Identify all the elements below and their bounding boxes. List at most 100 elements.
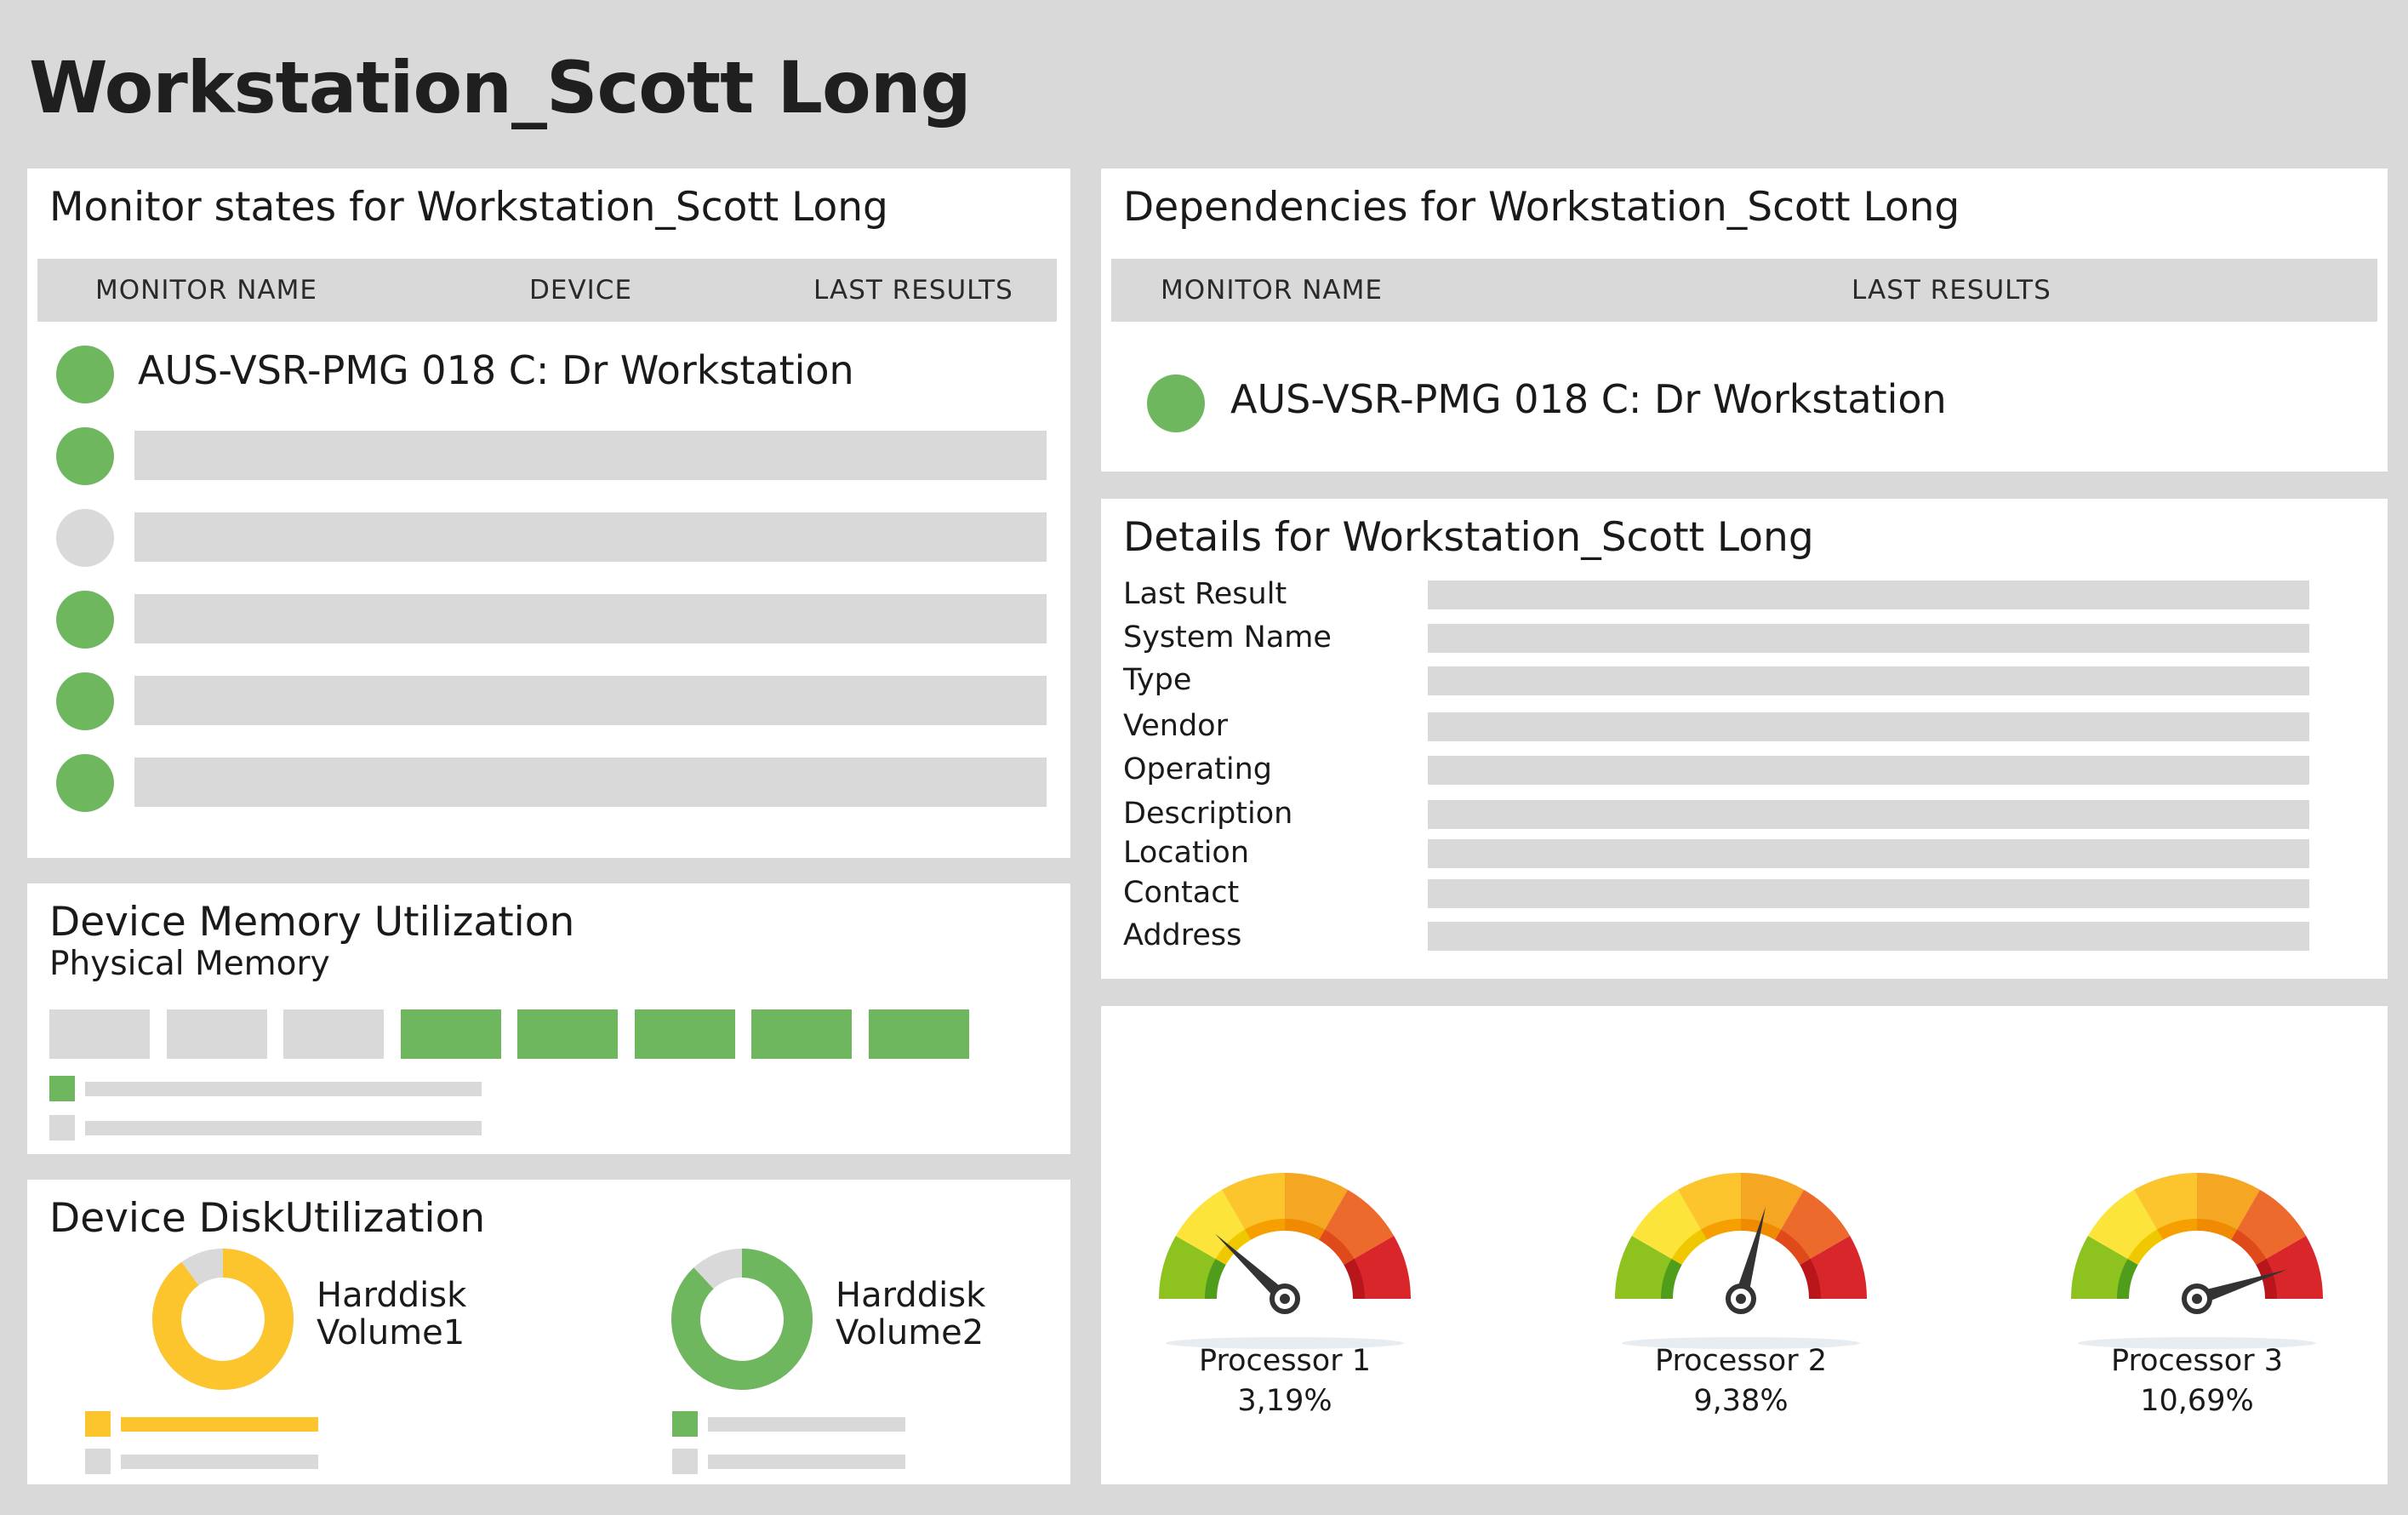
monitor-status-icon [56, 754, 114, 812]
dependencies-table-header: MONITOR NAME LAST RESULTS [1111, 259, 2377, 322]
gauge-inner-segment [1319, 1229, 1355, 1265]
dependencies-title: Dependencies for Workstation_Scott Long [1123, 184, 1960, 231]
gauge-segment [1741, 1173, 1804, 1232]
processor-gauge [1159, 1173, 1411, 1349]
detail-value [1428, 839, 2309, 868]
monitor-row-placeholder[interactable] [134, 594, 1047, 643]
gauge-inner-segment [2256, 1259, 2277, 1299]
processor-name: Processor 1 [1199, 1344, 1371, 1378]
disk-volume1-donut [152, 1249, 294, 1390]
gauge-segment [2236, 1189, 2307, 1260]
disk2-legend-used-swatch [672, 1411, 698, 1437]
detail-label: Last Result [1123, 577, 1287, 611]
legend-free-line [85, 1121, 482, 1135]
disk2-legend-free-line [708, 1455, 905, 1469]
monitor-row-placeholder[interactable] [134, 431, 1047, 480]
gauge-segment [1808, 1236, 1867, 1299]
monitor-status-icon [56, 427, 114, 485]
monitor-row-name[interactable]: AUS-VSR-PMG 018 C: Dr Workstation [138, 347, 854, 393]
detail-label: Address [1123, 918, 1242, 952]
processor-label: Processor 2 9,38% [1605, 1341, 1877, 1421]
monitor-states-panel: Monitor states for Workstation_Scott Lon… [27, 169, 1070, 858]
detail-label: Location [1123, 836, 1250, 870]
gauge-inner-segment [1245, 1219, 1285, 1240]
disk-volume1-label: Harddisk Volume1 [317, 1277, 466, 1352]
monitor-row-placeholder[interactable] [134, 512, 1047, 562]
gauge-inner-segment [1285, 1219, 1325, 1240]
dep-column-last-results[interactable]: LAST RESULTS [1852, 275, 2051, 306]
gauge-inner-segment [1701, 1219, 1741, 1240]
monitor-row-placeholder[interactable] [134, 758, 1047, 807]
legend-used-line [85, 1082, 482, 1096]
details-panel: Details for Workstation_Scott Long Last … [1101, 499, 2388, 979]
processor-value: 10,69% [2140, 1384, 2254, 1418]
gauge-inner-segment [2197, 1219, 2237, 1240]
processor-gauge [1615, 1173, 1867, 1349]
gauge-segment [1222, 1173, 1285, 1232]
processor-label: Processor 1 3,19% [1149, 1341, 1421, 1421]
disk1-legend-used-swatch [85, 1411, 111, 1437]
gauge-segment [1159, 1236, 1218, 1299]
monitor-status-icon [56, 591, 114, 649]
disk1-legend-used-line [121, 1417, 318, 1432]
detail-label: Type [1123, 663, 1192, 697]
processor-value: 3,19% [1237, 1384, 1332, 1418]
gauge-shadow [1622, 1337, 1860, 1349]
memory-panel: Device Memory Utilization Physical Memor… [27, 883, 1070, 1154]
dependency-row-name[interactable]: AUS-VSR-PMG 018 C: Dr Workstation [1230, 376, 1947, 422]
gauge-segment [2087, 1189, 2158, 1260]
disk2-legend-free-swatch [672, 1449, 698, 1474]
gauge-segment [1780, 1189, 1851, 1260]
disk2-legend-used-line [708, 1417, 905, 1432]
detail-value [1428, 712, 2309, 741]
gauge-segment [1352, 1236, 1411, 1299]
gauge-segment [2071, 1236, 2130, 1299]
gauge-inner-segment [1671, 1229, 1707, 1265]
memory-block-free [283, 1009, 384, 1059]
gauge-segment [1631, 1189, 1702, 1260]
detail-value [1428, 922, 2309, 951]
disk-title: Device DiskUtilization [49, 1195, 486, 1242]
gauge-segment [1615, 1236, 1674, 1299]
dep-column-monitor-name[interactable]: MONITOR NAME [1161, 275, 1383, 306]
detail-label: Vendor [1123, 709, 1228, 743]
gauge-inner-segment [1344, 1259, 1365, 1299]
gauge-segment [1678, 1173, 1741, 1232]
gauge-needle [1734, 1206, 1766, 1301]
detail-label: Operating [1123, 752, 1272, 786]
detail-value [1428, 879, 2309, 908]
dependencies-panel: Dependencies for Workstation_Scott Long … [1101, 169, 2388, 472]
monitor-status-icon [56, 509, 114, 567]
memory-subtitle: Physical Memory [49, 945, 330, 983]
disk1-legend-free-swatch [85, 1449, 111, 1474]
disk-volume2-label: Harddisk Volume2 [836, 1277, 985, 1352]
detail-value [1428, 624, 2309, 653]
gauge-segment [2197, 1173, 2260, 1232]
monitor-row-placeholder[interactable] [134, 676, 1047, 725]
disk-volume2-donut [671, 1249, 813, 1390]
disk-volume2-label-line2: Volume2 [836, 1313, 984, 1352]
gauge-needle [1215, 1233, 1290, 1304]
monitor-status-icon [56, 346, 114, 403]
memory-block-used [868, 1009, 969, 1059]
gauge-hub-center [1736, 1294, 1746, 1304]
processor-value: 9,38% [1693, 1384, 1789, 1418]
memory-block-used [400, 1009, 501, 1059]
column-device[interactable]: DEVICE [529, 275, 633, 306]
dependency-status-icon [1147, 374, 1205, 432]
column-monitor-name[interactable]: MONITOR NAME [95, 275, 317, 306]
gauge-inner-segment [1215, 1229, 1251, 1265]
gauge-inner-segment [2117, 1259, 2138, 1299]
memory-block-used [751, 1009, 852, 1059]
disk-panel: Device DiskUtilization Harddisk Volume1 … [27, 1180, 1070, 1484]
memory-block-free [166, 1009, 267, 1059]
processor-name: Processor 2 [1655, 1344, 1827, 1378]
legend-used-swatch [49, 1076, 75, 1101]
gauge-segment [2134, 1173, 2197, 1232]
processor-label: Processor 3 10,69% [2061, 1341, 2333, 1421]
detail-label: Contact [1123, 876, 1240, 910]
memory-title: Device Memory Utilization [49, 899, 575, 946]
gauge-inner-segment [1205, 1259, 1226, 1299]
detail-value [1428, 580, 2309, 609]
column-last-results[interactable]: LAST RESULTS [813, 275, 1013, 306]
